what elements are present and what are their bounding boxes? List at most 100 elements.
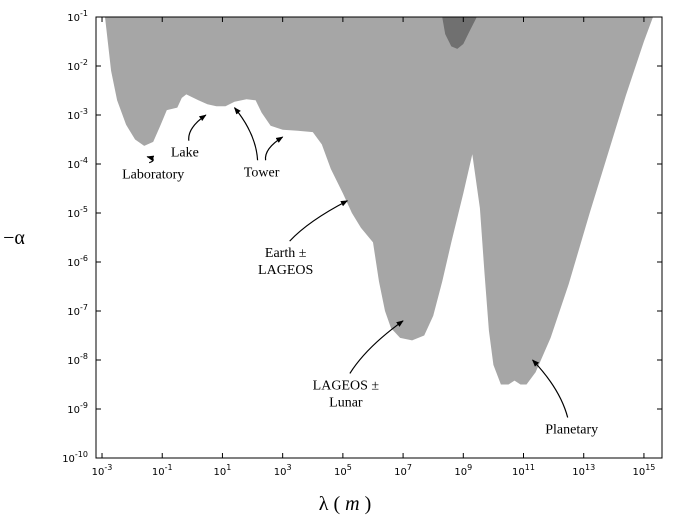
annotation-arrow: [188, 114, 207, 141]
annotation-arrow: [234, 107, 259, 161]
y-tick-exponent: -9: [80, 401, 88, 410]
x-tick-exponent: 7: [407, 463, 412, 472]
y-tick-base: 10: [67, 307, 80, 318]
y-tick: 10-8: [67, 352, 662, 367]
dark-excluded-region: [442, 17, 477, 49]
x-tick-label: 109: [454, 463, 472, 478]
x-tick: 103: [274, 17, 292, 478]
x-tick-base: 10: [274, 467, 287, 478]
x-tick-exponent: 5: [347, 463, 352, 472]
y-tick: 10-6: [67, 254, 662, 269]
x-tick-base: 10: [632, 467, 645, 478]
x-tick-label: 1015: [632, 463, 655, 478]
x-axis-label-open-paren: (: [333, 493, 340, 515]
x-tick-label: 103: [274, 463, 292, 478]
x-tick-label: 1013: [572, 463, 595, 478]
y-tick: 10-5: [67, 205, 662, 220]
y-tick-label: 10-3: [67, 107, 88, 122]
y-tick-label: 10-7: [67, 303, 88, 318]
y-tick-label: 10-6: [67, 254, 88, 269]
x-tick-base: 10: [334, 467, 347, 478]
x-tick-label: 10-3: [92, 463, 113, 478]
annotation-arrow: [532, 359, 569, 418]
x-tick: 1011: [512, 17, 535, 478]
y-tick-base: 10: [67, 405, 80, 416]
annotation: LAGEOS ± Lunar: [313, 320, 404, 410]
y-axis-label: −α: [3, 227, 25, 249]
y-tick-exponent: -4: [80, 156, 88, 165]
y-tick-base: 10: [67, 111, 80, 122]
x-axis-label-close-paren: ): [365, 493, 372, 515]
annotation-label: LAGEOS ±: [313, 378, 380, 393]
y-tick-base: 10: [67, 258, 80, 269]
x-tick-label: 101: [214, 463, 232, 478]
annotation-label: Tower: [244, 165, 280, 180]
y-tick: 10-9: [67, 401, 662, 416]
x-tick-exponent: 11: [525, 463, 535, 472]
annotation-arrow: [289, 200, 349, 242]
x-axis-label-symbol: λ: [319, 493, 329, 515]
areas-layer: [105, 17, 653, 385]
x-tick-label: 107: [394, 463, 412, 478]
x-tick-exponent: 1: [226, 463, 231, 472]
y-tick-exponent: -3: [80, 107, 88, 116]
y-tick: 10-3: [67, 107, 662, 122]
y-tick: 10-7: [67, 303, 662, 318]
x-tick-exponent: 3: [286, 463, 291, 472]
x-tick-base: 10: [572, 467, 585, 478]
x-tick-label: 105: [334, 463, 352, 478]
x-tick: 109: [454, 17, 472, 478]
x-tick-exponent: -1: [165, 463, 173, 472]
y-tick-exponent: -5: [80, 205, 88, 214]
x-tick-exponent: 15: [645, 463, 655, 472]
x-tick-label: 1011: [512, 463, 535, 478]
y-tick-label: 10-2: [67, 58, 88, 73]
annotation: Laboratory: [122, 155, 184, 183]
y-tick-exponent: -8: [80, 352, 88, 361]
y-tick-label: 10-1: [67, 9, 88, 24]
x-tick: 10-3: [92, 17, 113, 478]
annotation-arrow: [146, 155, 155, 164]
x-axis-label-unit: m: [345, 493, 359, 515]
x-tick: 1013: [572, 17, 595, 478]
y-tick-label: 10-9: [67, 401, 88, 416]
excluded-region: [105, 17, 653, 385]
x-tick-exponent: -3: [104, 463, 112, 472]
x-tick-base: 10: [152, 467, 165, 478]
y-tick-base: 10: [67, 62, 80, 73]
y-tick: 10-10: [62, 450, 662, 465]
x-tick-base: 10: [214, 467, 227, 478]
x-tick-base: 10: [92, 467, 105, 478]
x-tick-exponent: 13: [585, 463, 595, 472]
y-tick: 10-2: [67, 58, 662, 73]
x-tick: 10-1: [152, 17, 173, 478]
y-tick-base: 10: [67, 13, 80, 24]
y-tick-exponent: -7: [80, 303, 88, 312]
y-tick: 10-4: [67, 156, 662, 171]
annotation-arrow: [349, 320, 404, 374]
y-tick-label: 10-10: [62, 450, 88, 465]
annotation-label: Planetary: [545, 423, 598, 438]
y-axis-ticks: 10-110-210-310-410-510-610-710-810-910-1…: [62, 9, 662, 465]
x-axis-ticks: 10-3 10-1 101 103 105 107 109 1011 1013 1015: [92, 17, 655, 478]
y-tick-exponent: -10: [75, 450, 88, 459]
x-tick: 101: [214, 17, 232, 478]
y-tick-label: 10-8: [67, 352, 88, 367]
annotation: Earth ± LAGEOS: [258, 200, 349, 278]
annotation-label: Lake: [171, 146, 199, 161]
y-tick-exponent: -2: [80, 58, 88, 67]
y-tick-label: 10-5: [67, 205, 88, 220]
x-tick-base: 10: [394, 467, 407, 478]
x-axis-label: λ ( m ): [319, 493, 372, 515]
x-tick: 1015: [632, 17, 655, 478]
y-tick-label: 10-4: [67, 156, 88, 171]
annotation-arrow: [264, 136, 284, 161]
annotation-label-line2: Lunar: [329, 395, 363, 410]
plot-frame: [95, 16, 663, 459]
x-tick-base: 10: [512, 467, 525, 478]
y-tick-base: 10: [67, 160, 80, 171]
annotation-label: Laboratory: [122, 168, 184, 183]
annotation-label: Earth ±: [265, 246, 307, 261]
y-tick-base: 10: [67, 356, 80, 367]
